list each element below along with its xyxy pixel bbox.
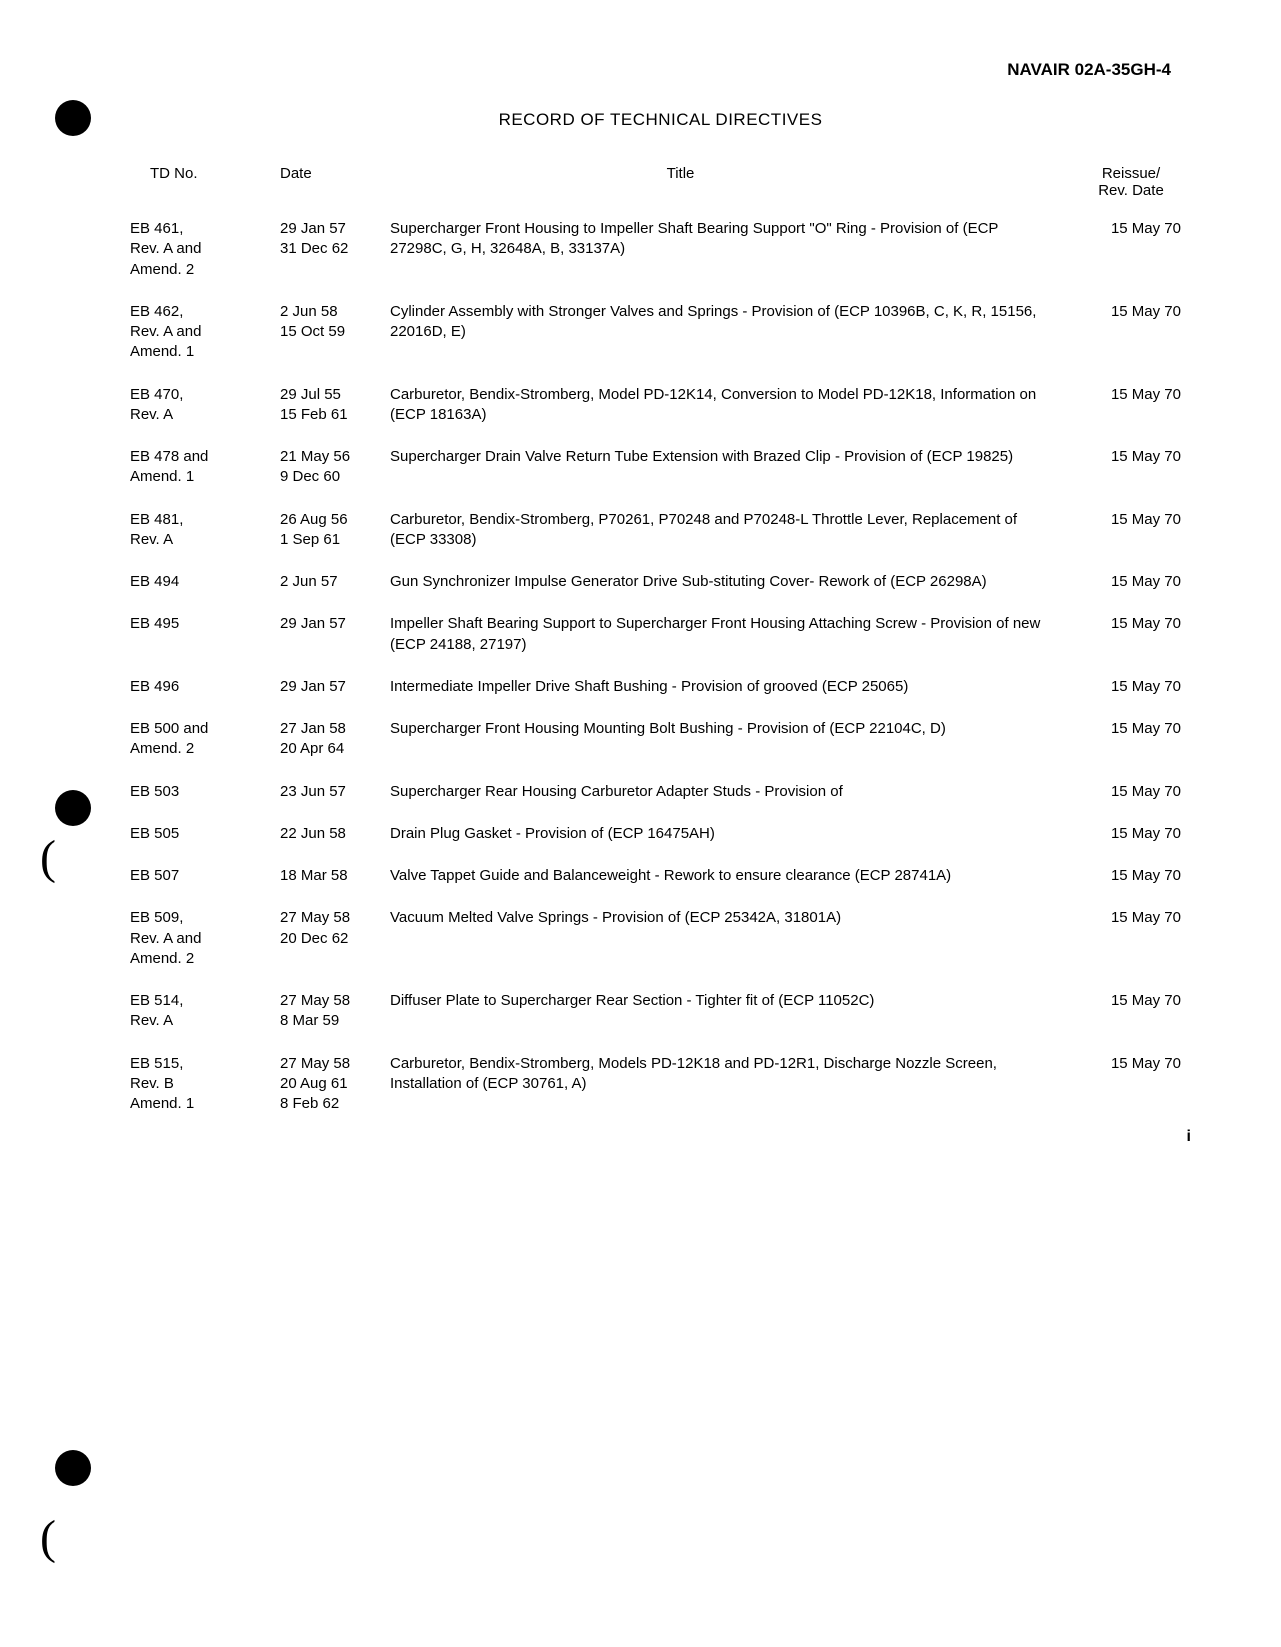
cell-td-no: EB 494 xyxy=(130,572,280,592)
cell-reissue-date: 15 May 70 xyxy=(1071,677,1191,697)
punch-hole-marker xyxy=(55,790,91,826)
cell-date: 2 Jun 57 xyxy=(280,572,390,592)
table-row: EB 514, Rev. A27 May 58 8 Mar 59Diffuser… xyxy=(130,991,1191,1032)
cell-reissue-date: 15 May 70 xyxy=(1071,447,1191,488)
cell-td-no: EB 503 xyxy=(130,782,280,802)
document-number: NAVAIR 02A-35GH-4 xyxy=(130,60,1191,80)
cell-td-no: EB 514, Rev. A xyxy=(130,991,280,1032)
cell-date: 29 Jul 55 15 Feb 61 xyxy=(280,385,390,426)
cell-date: 29 Jan 57 xyxy=(280,614,390,655)
cell-date: 18 Mar 58 xyxy=(280,866,390,886)
cell-date: 26 Aug 56 1 Sep 61 xyxy=(280,510,390,551)
table-row: EB 500 and Amend. 227 Jan 58 20 Apr 64Su… xyxy=(130,719,1191,760)
table-row: EB 462, Rev. A and Amend. 12 Jun 58 15 O… xyxy=(130,302,1191,363)
cell-reissue-date: 15 May 70 xyxy=(1071,991,1191,1032)
cell-date: 2 Jun 58 15 Oct 59 xyxy=(280,302,390,363)
cell-reissue-date: 15 May 70 xyxy=(1071,866,1191,886)
cell-date: 29 Jan 57 xyxy=(280,677,390,697)
cell-reissue-date: 15 May 70 xyxy=(1071,614,1191,655)
cell-td-no: EB 462, Rev. A and Amend. 1 xyxy=(130,302,280,363)
table-row: EB 4942 Jun 57Gun Synchronizer Impulse G… xyxy=(130,572,1191,592)
table-header-row: TD No. Date Title Reissue/ Rev. Date xyxy=(130,165,1191,199)
cell-title: Carburetor, Bendix-Stromberg, Models PD-… xyxy=(390,1054,1071,1115)
table-row: EB 478 and Amend. 121 May 56 9 Dec 60Sup… xyxy=(130,447,1191,488)
cell-reissue-date: 15 May 70 xyxy=(1071,385,1191,426)
table-row: EB 515, Rev. B Amend. 127 May 58 20 Aug … xyxy=(130,1054,1191,1115)
col-header-title: Title xyxy=(390,165,1071,199)
cell-td-no: EB 515, Rev. B Amend. 1 xyxy=(130,1054,280,1115)
cell-title: Cylinder Assembly with Stronger Valves a… xyxy=(390,302,1071,363)
margin-paren: ( xyxy=(40,1510,56,1565)
cell-title: Vacuum Melted Valve Springs - Provision … xyxy=(390,908,1071,969)
cell-date: 23 Jun 57 xyxy=(280,782,390,802)
cell-reissue-date: 15 May 70 xyxy=(1071,219,1191,280)
cell-td-no: EB 500 and Amend. 2 xyxy=(130,719,280,760)
cell-date: 27 May 58 8 Mar 59 xyxy=(280,991,390,1032)
margin-paren: ( xyxy=(40,830,56,885)
cell-reissue-date: 15 May 70 xyxy=(1071,782,1191,802)
page-number: i xyxy=(1187,1128,1191,1146)
cell-date: 21 May 56 9 Dec 60 xyxy=(280,447,390,488)
cell-td-no: EB 495 xyxy=(130,614,280,655)
cell-td-no: EB 507 xyxy=(130,866,280,886)
table-row: EB 50522 Jun 58Drain Plug Gasket - Provi… xyxy=(130,824,1191,844)
punch-hole-marker xyxy=(55,100,91,136)
page-title: RECORD OF TECHNICAL DIRECTIVES xyxy=(130,110,1191,130)
cell-title: Impeller Shaft Bearing Support to Superc… xyxy=(390,614,1071,655)
col-header-reissue: Reissue/ Rev. Date xyxy=(1071,165,1191,199)
cell-title: Supercharger Front Housing to Impeller S… xyxy=(390,219,1071,280)
cell-td-no: EB 461, Rev. A and Amend. 2 xyxy=(130,219,280,280)
cell-date: 27 Jan 58 20 Apr 64 xyxy=(280,719,390,760)
cell-title: Supercharger Rear Housing Carburetor Ada… xyxy=(390,782,1071,802)
cell-td-no: EB 478 and Amend. 1 xyxy=(130,447,280,488)
cell-td-no: EB 505 xyxy=(130,824,280,844)
table-row: EB 461, Rev. A and Amend. 229 Jan 57 31 … xyxy=(130,219,1191,280)
col-header-td: TD No. xyxy=(130,165,280,199)
cell-date: 22 Jun 58 xyxy=(280,824,390,844)
table-row: EB 509, Rev. A and Amend. 227 May 58 20 … xyxy=(130,908,1191,969)
cell-title: Drain Plug Gasket - Provision of (ECP 16… xyxy=(390,824,1071,844)
cell-date: 27 May 58 20 Aug 61 8 Feb 62 xyxy=(280,1054,390,1115)
cell-title: Diffuser Plate to Supercharger Rear Sect… xyxy=(390,991,1071,1032)
cell-reissue-date: 15 May 70 xyxy=(1071,908,1191,969)
table-row: EB 50718 Mar 58Valve Tappet Guide and Ba… xyxy=(130,866,1191,886)
cell-reissue-date: 15 May 70 xyxy=(1071,510,1191,551)
cell-date: 29 Jan 57 31 Dec 62 xyxy=(280,219,390,280)
punch-hole-marker xyxy=(55,1450,91,1486)
cell-title: Valve Tappet Guide and Balanceweight - R… xyxy=(390,866,1071,886)
table-row: EB 49529 Jan 57Impeller Shaft Bearing Su… xyxy=(130,614,1191,655)
cell-td-no: EB 481, Rev. A xyxy=(130,510,280,551)
table-row: EB 49629 Jan 57Intermediate Impeller Dri… xyxy=(130,677,1191,697)
cell-title: Intermediate Impeller Drive Shaft Bushin… xyxy=(390,677,1071,697)
cell-reissue-date: 15 May 70 xyxy=(1071,824,1191,844)
cell-title: Carburetor, Bendix-Stromberg, Model PD-1… xyxy=(390,385,1071,426)
table-row: EB 481, Rev. A26 Aug 56 1 Sep 61Carburet… xyxy=(130,510,1191,551)
cell-title: Supercharger Front Housing Mounting Bolt… xyxy=(390,719,1071,760)
cell-td-no: EB 509, Rev. A and Amend. 2 xyxy=(130,908,280,969)
reissue-label-bot: Rev. Date xyxy=(1098,182,1164,199)
cell-date: 27 May 58 20 Dec 62 xyxy=(280,908,390,969)
cell-td-no: EB 470, Rev. A xyxy=(130,385,280,426)
reissue-label-top: Reissue/ xyxy=(1102,165,1160,182)
cell-title: Supercharger Drain Valve Return Tube Ext… xyxy=(390,447,1071,488)
cell-reissue-date: 15 May 70 xyxy=(1071,1054,1191,1115)
cell-title: Carburetor, Bendix-Stromberg, P70261, P7… xyxy=(390,510,1071,551)
table-body: EB 461, Rev. A and Amend. 229 Jan 57 31 … xyxy=(130,219,1191,1114)
cell-reissue-date: 15 May 70 xyxy=(1071,572,1191,592)
cell-reissue-date: 15 May 70 xyxy=(1071,719,1191,760)
table-row: EB 470, Rev. A29 Jul 55 15 Feb 61Carbure… xyxy=(130,385,1191,426)
cell-td-no: EB 496 xyxy=(130,677,280,697)
col-header-date: Date xyxy=(280,165,390,199)
cell-title: Gun Synchronizer Impulse Generator Drive… xyxy=(390,572,1071,592)
cell-reissue-date: 15 May 70 xyxy=(1071,302,1191,363)
table-row: EB 50323 Jun 57Supercharger Rear Housing… xyxy=(130,782,1191,802)
